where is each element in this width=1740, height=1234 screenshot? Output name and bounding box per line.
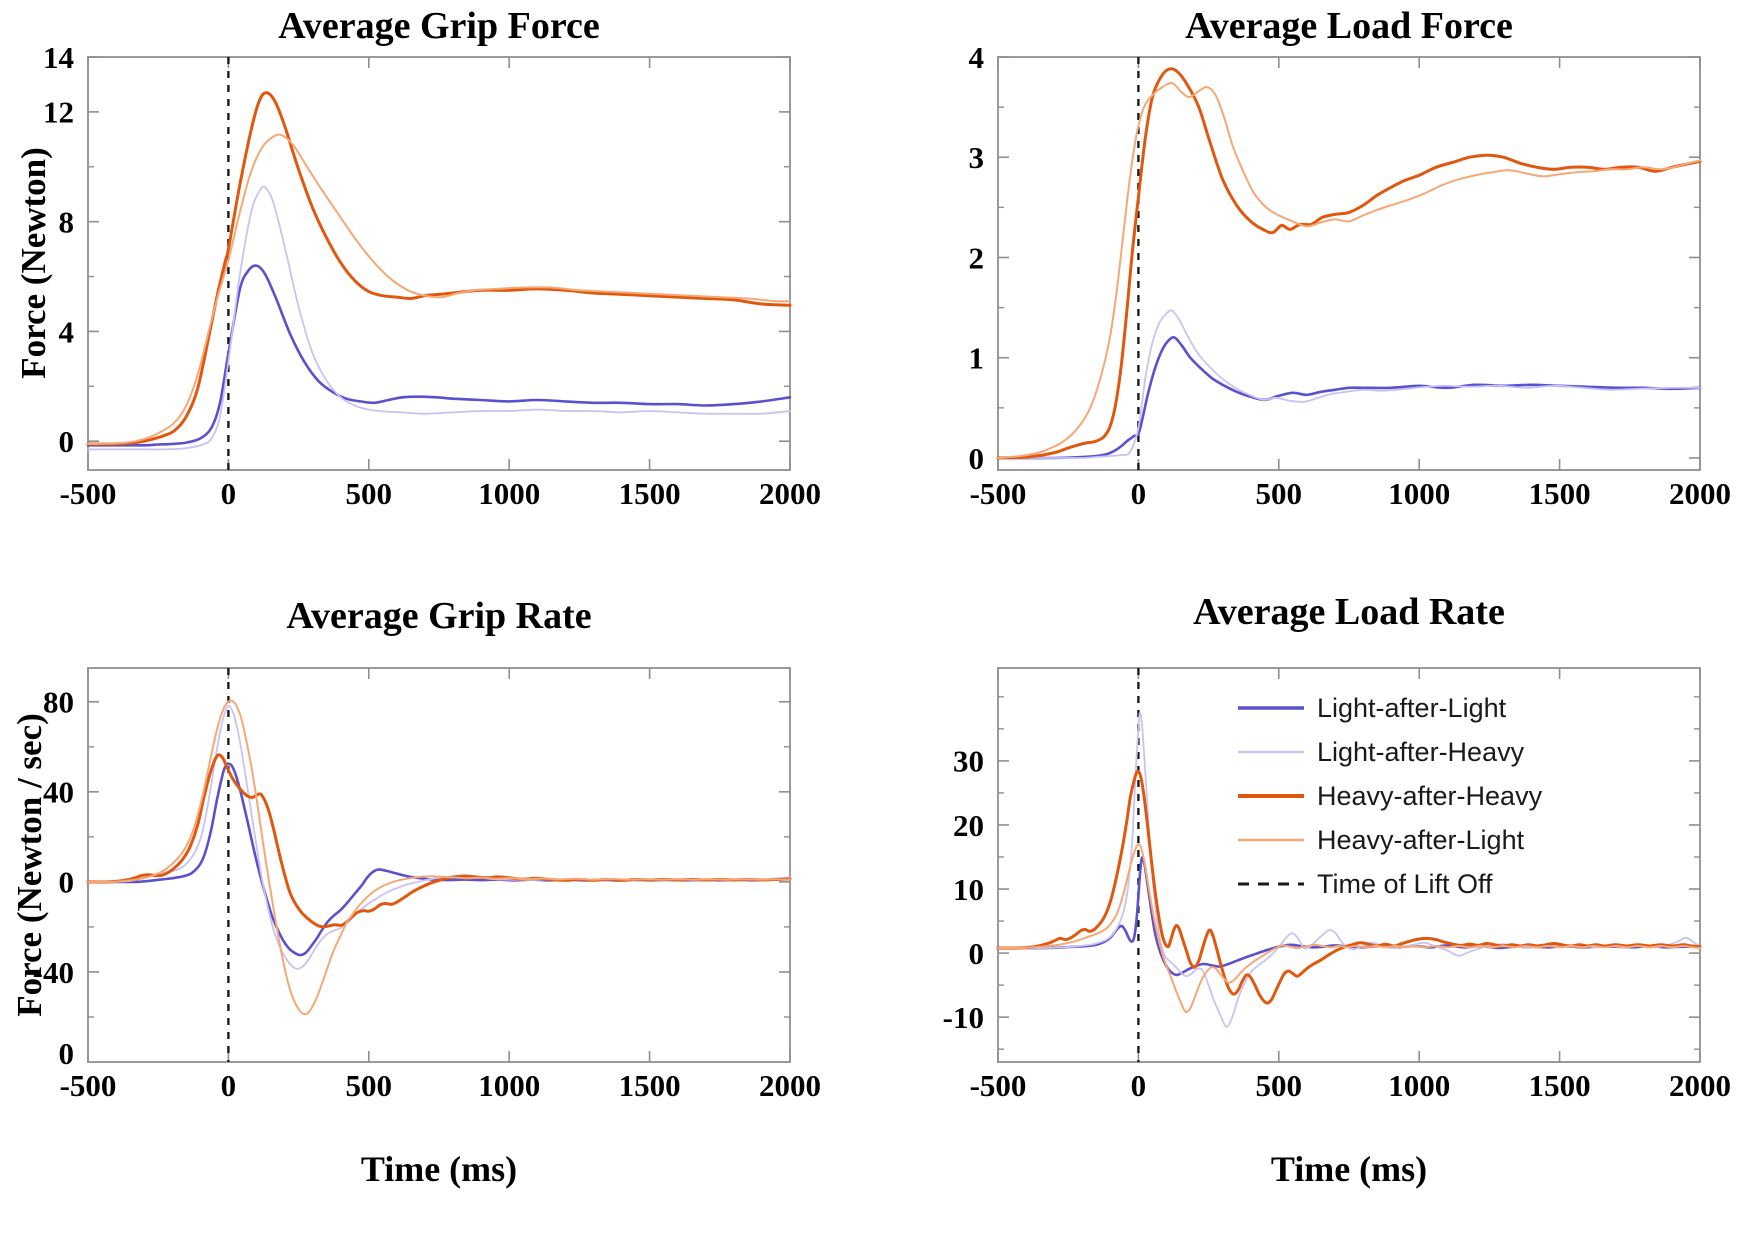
plot-box <box>997 56 1701 471</box>
legend-label: Time of Lift Off <box>1317 868 1493 899</box>
x-tick-label: 0 <box>221 1068 237 1103</box>
plot-average-grip-force: -500 0 500 1000 1500 2000 14 12 8 4 0 <box>43 40 821 511</box>
x-tick-label: 1000 <box>478 476 540 511</box>
panel-grip-force: -500 0 500 1000 1500 2000 14 12 8 4 0 <box>43 40 821 511</box>
legend-item: Light-after-Heavy <box>1238 730 1542 774</box>
y-tick-label: 1 <box>969 341 985 376</box>
y-tick-label: 0 <box>969 936 985 971</box>
plot-box <box>87 667 791 1063</box>
plot-box <box>87 56 791 471</box>
y-tick-label: -40 <box>33 955 74 990</box>
x-tick-label: 2000 <box>759 476 821 511</box>
plot-average-load-rate: -500 0 500 1000 1500 2000 30 20 10 0 -10 <box>943 667 1731 1103</box>
x-tick-label: -500 <box>970 476 1027 511</box>
y-tick-label: 0 <box>59 424 75 459</box>
y-tick-label: 0 <box>59 865 75 900</box>
x-tick-label: -500 <box>60 1068 117 1103</box>
series-heavy-after-light <box>87 699 791 1016</box>
series-heavy-after-light <box>997 843 1701 1014</box>
panel-grip-rate: -500 0 500 1000 1500 2000 80 40 0 -40 0 <box>33 667 821 1103</box>
series-heavy-after-heavy <box>86 753 792 929</box>
legend-item: Heavy-after-Heavy <box>1238 774 1542 818</box>
y-axis-corner-label: 0 <box>59 1036 75 1071</box>
x-tick-label: 2000 <box>1669 476 1731 511</box>
panel-load-force: -500 0 500 1000 1500 2000 4 3 2 1 0 <box>969 40 1732 511</box>
x-tick-label: 1500 <box>619 1068 681 1103</box>
chart-title-load-force: Average Load Force <box>1185 5 1513 47</box>
legend-label: Light-after-Heavy <box>1317 736 1525 767</box>
y-tick-label: 4 <box>969 40 985 75</box>
x-tick-label: 0 <box>1131 476 1147 511</box>
x-tick-label: 1500 <box>1529 476 1591 511</box>
x-tick-label: 1000 <box>1388 1068 1450 1103</box>
x-tick-label: 1500 <box>1529 1068 1591 1103</box>
series-heavy-after-light <box>87 133 791 445</box>
legend-item: Heavy-after-Light <box>1238 818 1542 862</box>
plot-box <box>997 667 1701 1063</box>
x-tick-label: 500 <box>346 1068 393 1103</box>
legend-label: Heavy-after-Heavy <box>1317 780 1543 811</box>
y-tick-label: 10 <box>953 872 984 907</box>
y-tick-label: 3 <box>969 140 985 175</box>
legend-dashed-line-swatch <box>1238 882 1304 886</box>
chart-title-load-rate: Average Load Rate <box>1193 591 1505 633</box>
y-tick-label: 14 <box>43 40 74 75</box>
x-tick-label: 1500 <box>619 476 681 511</box>
x-tick-label: 1000 <box>478 1068 540 1103</box>
legend-line-swatch <box>1238 794 1304 798</box>
series-light-after-light <box>996 336 1702 460</box>
x-tick-label: -500 <box>60 476 117 511</box>
series-heavy-after-heavy <box>86 91 792 446</box>
series-heavy-after-light <box>997 81 1701 459</box>
y-tick-label: 8 <box>59 205 75 240</box>
legend-line-swatch <box>1238 706 1304 710</box>
x-tick-label: 500 <box>1256 1068 1303 1103</box>
legend-line-swatch <box>1238 750 1304 754</box>
x-tick-label: 500 <box>1256 476 1303 511</box>
y-tick-label: 4 <box>59 314 75 349</box>
series-light-after-heavy <box>997 309 1701 459</box>
y-tick-label: 30 <box>953 744 984 779</box>
chart-title-grip-rate: Average Grip Rate <box>286 595 592 637</box>
x-tick-label: 0 <box>221 476 237 511</box>
x-tick-label: 0 <box>1131 1068 1147 1103</box>
y-tick-label: 20 <box>953 808 984 843</box>
y-tick-label: 0 <box>969 441 985 476</box>
x-tick-label: 2000 <box>1669 1068 1731 1103</box>
y-tick-label: 80 <box>43 685 74 720</box>
x-tick-label: 1000 <box>1388 476 1450 511</box>
x-axis-label-left: Time (ms) <box>360 1149 518 1189</box>
y-tick-label: 40 <box>43 775 74 810</box>
x-tick-label: -500 <box>970 1068 1027 1103</box>
series-heavy-after-heavy <box>996 67 1702 460</box>
legend-label: Heavy-after-Light <box>1317 824 1525 855</box>
x-tick-label: 500 <box>346 476 393 511</box>
legend-item: Light-after-Light <box>1238 686 1542 730</box>
panel-load-rate: -500 0 500 1000 1500 2000 30 20 10 0 -10 <box>943 667 1731 1103</box>
y-tick-label: 2 <box>969 240 985 275</box>
x-axis-label-right: Time (ms) <box>1270 1149 1428 1189</box>
y-axis-label-force-newton: Force (Newton) <box>14 147 53 379</box>
chart-title-grip-force: Average Grip Force <box>278 5 600 47</box>
y-tick-label: -10 <box>943 1000 984 1035</box>
series-light-after-light <box>86 264 792 447</box>
legend-item: Time of Lift Off <box>1238 862 1542 906</box>
y-tick-label: 12 <box>43 95 74 130</box>
legend-line-swatch <box>1238 838 1304 842</box>
series-light-after-light <box>86 762 792 957</box>
series-light-after-heavy <box>87 185 791 451</box>
legend: Light-after-Light Light-after-Heavy Heavy-… <box>1238 686 1542 906</box>
legend-label: Light-after-Light <box>1317 692 1507 723</box>
x-tick-label: 2000 <box>759 1068 821 1103</box>
